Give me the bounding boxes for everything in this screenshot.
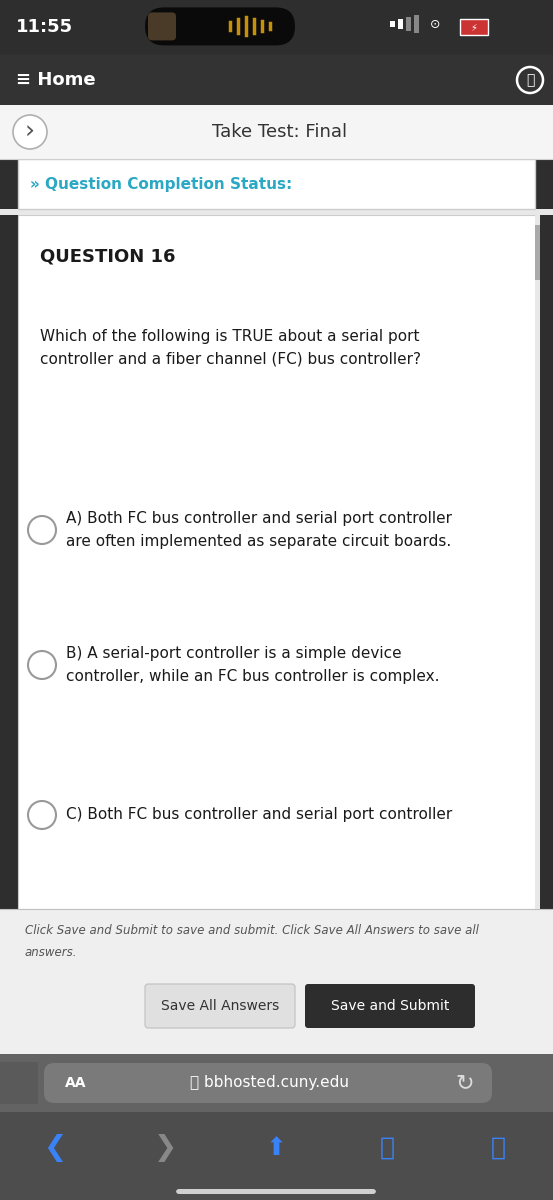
- Text: 11:55: 11:55: [16, 18, 73, 36]
- Text: ⬆: ⬆: [265, 1136, 286, 1160]
- Bar: [0, 55, 553, 104]
- Text: Save All Answers: Save All Answers: [161, 998, 279, 1013]
- Circle shape: [28, 802, 56, 829]
- Text: ↻: ↻: [456, 1073, 474, 1093]
- Bar: [0, 1054, 553, 1112]
- Text: AA: AA: [65, 1076, 87, 1090]
- Text: Take Test: Final: Take Test: Final: [212, 122, 348, 140]
- FancyBboxPatch shape: [305, 984, 475, 1028]
- Bar: [0, 910, 553, 1054]
- Bar: [0, 104, 553, 158]
- FancyBboxPatch shape: [145, 7, 295, 46]
- Bar: [460, 19, 488, 35]
- Text: B) A serial-port controller is a simple device
controller, while an FC bus contr: B) A serial-port controller is a simple …: [66, 647, 440, 684]
- Text: ›: ›: [25, 120, 35, 144]
- Text: ⊙: ⊙: [430, 18, 440, 31]
- Bar: [406, 17, 411, 31]
- Text: 🔒 bbhosted.cuny.edu: 🔒 bbhosted.cuny.edu: [190, 1075, 349, 1091]
- Bar: [0, 209, 553, 215]
- Text: Save and Submit: Save and Submit: [331, 998, 449, 1013]
- FancyBboxPatch shape: [176, 1189, 376, 1194]
- Text: » Question Completion Status:: » Question Completion Status:: [30, 176, 292, 192]
- Text: ⏻: ⏻: [526, 73, 534, 86]
- Text: ❯: ❯: [153, 1134, 176, 1162]
- FancyBboxPatch shape: [145, 984, 295, 1028]
- Text: ≡ Home: ≡ Home: [16, 71, 96, 89]
- Text: answers.: answers.: [25, 947, 77, 960]
- Bar: [18, 215, 537, 910]
- Text: ❮: ❮: [43, 1134, 66, 1162]
- Bar: [535, 215, 540, 910]
- Bar: [0, 1062, 38, 1104]
- Bar: [0, 1112, 553, 1200]
- Text: ⚡: ⚡: [471, 23, 477, 32]
- Text: ⧉: ⧉: [491, 1136, 505, 1160]
- Bar: [398, 19, 403, 29]
- Bar: [414, 16, 419, 34]
- Circle shape: [13, 115, 47, 149]
- Text: C) Both FC bus controller and serial port controller: C) Both FC bus controller and serial por…: [66, 808, 452, 822]
- Text: Which of the following is TRUE about a serial port
controller and a fiber channe: Which of the following is TRUE about a s…: [40, 329, 421, 367]
- Bar: [0, 0, 553, 55]
- Bar: [535, 226, 540, 280]
- FancyBboxPatch shape: [148, 12, 176, 41]
- Text: 📖: 📖: [379, 1136, 394, 1160]
- Text: Click Save and Submit to save and submit. Click Save All Answers to save all: Click Save and Submit to save and submit…: [25, 924, 479, 937]
- Bar: [462, 22, 470, 34]
- Circle shape: [28, 516, 56, 544]
- Text: QUESTION 16: QUESTION 16: [40, 248, 175, 266]
- Bar: [18, 158, 535, 209]
- FancyBboxPatch shape: [44, 1063, 492, 1103]
- Circle shape: [28, 650, 56, 679]
- Bar: [390, 22, 395, 28]
- Text: A) Both FC bus controller and serial port controller
are often implemented as se: A) Both FC bus controller and serial por…: [66, 511, 452, 548]
